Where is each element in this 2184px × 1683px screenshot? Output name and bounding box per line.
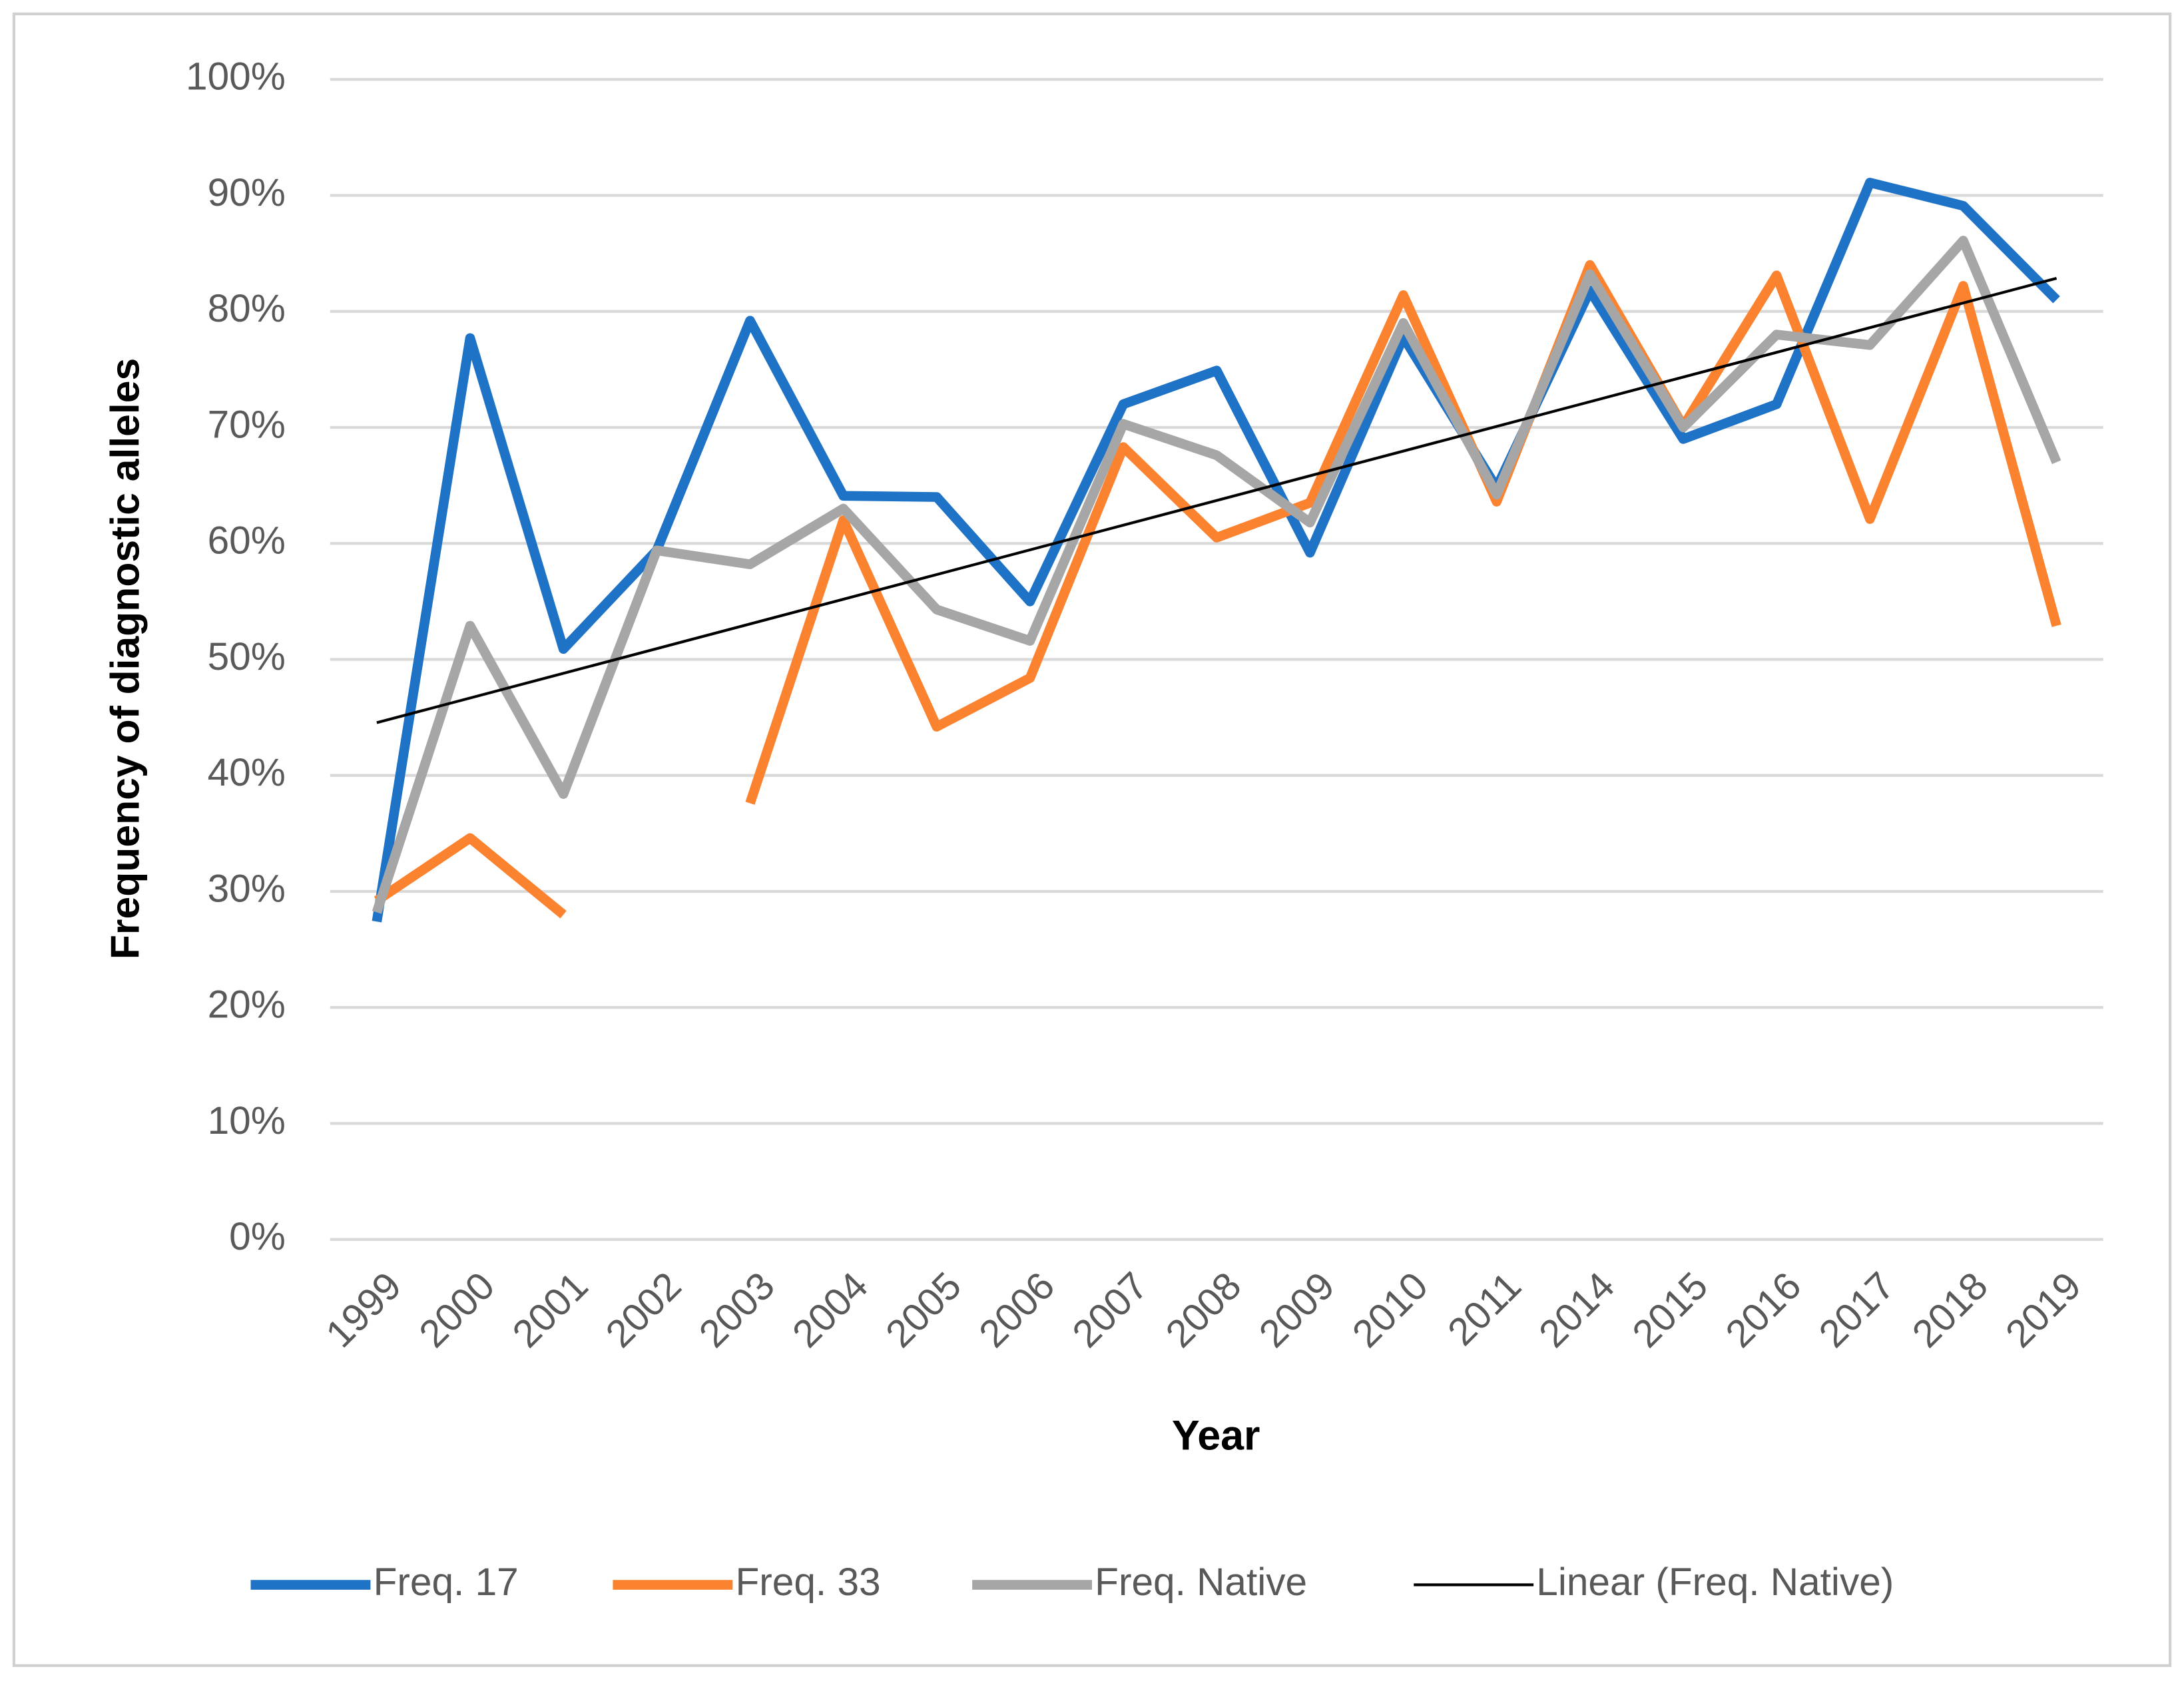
legend-label: Linear (Freq. Native) — [1536, 1561, 1894, 1604]
y-axis-label: Frequency of diagnostic alleles — [102, 358, 147, 959]
series-line — [374, 260, 2061, 919]
chart-border — [12, 12, 2172, 1667]
y-tick-label: 60% — [208, 519, 286, 563]
y-tick-label: 10% — [208, 1099, 286, 1142]
y-tick-label: 70% — [208, 403, 286, 446]
y-tick-label: 30% — [208, 867, 286, 910]
trendline — [376, 276, 2057, 724]
legend-label: Freq. 17 — [374, 1561, 519, 1604]
y-tick-label: 50% — [208, 635, 286, 678]
y-tick-label: 20% — [208, 983, 286, 1027]
y-tick-label: 40% — [208, 751, 286, 794]
y-tick-label: 0% — [229, 1215, 286, 1258]
series-line — [372, 236, 2061, 914]
y-tick-label: 100% — [186, 55, 286, 99]
x-axis-label: Year — [1172, 1412, 1260, 1459]
legend-label: Freq. Native — [1095, 1561, 1307, 1604]
y-tick-label: 90% — [208, 171, 286, 214]
y-tick-label: 80% — [208, 287, 286, 330]
legend-label: Freq. 33 — [735, 1561, 880, 1604]
